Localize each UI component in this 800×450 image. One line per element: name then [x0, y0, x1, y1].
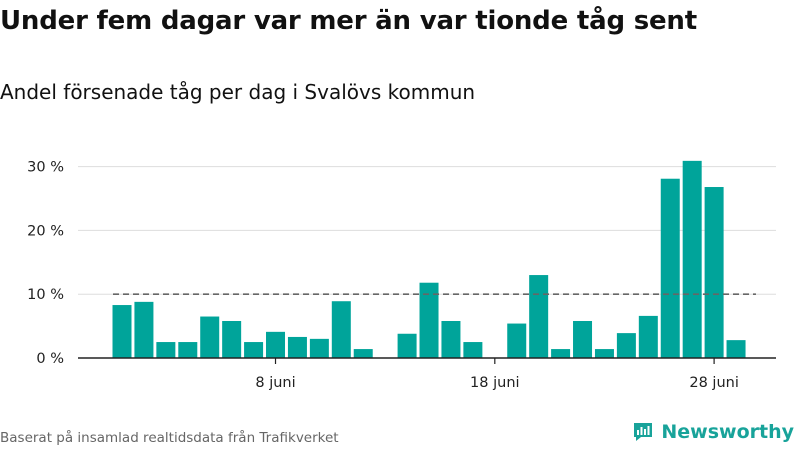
- y-tick-label: 30 %: [27, 160, 64, 176]
- bar: [200, 316, 220, 358]
- bar: [529, 275, 549, 358]
- bar: [682, 160, 702, 358]
- bar: [573, 320, 593, 358]
- bar: [660, 178, 680, 358]
- bar: [287, 336, 307, 358]
- bar: [638, 315, 658, 358]
- y-tick-label: 20 %: [27, 223, 64, 239]
- bar: [726, 340, 746, 358]
- y-tick-label: 10 %: [27, 287, 64, 303]
- source-note: Baserat på insamlad realtidsdata från Tr…: [0, 430, 339, 446]
- bar: [112, 305, 132, 358]
- x-tick-label: 8 juni: [255, 375, 295, 391]
- bar: [441, 320, 461, 358]
- y-tick-label: 0 %: [36, 351, 64, 367]
- bar-chart: 0 % 10 % 20 % 30 % 8 juni 18 juni 28 juni: [27, 160, 776, 391]
- bar: [463, 342, 483, 358]
- brand-logo[interactable]: Newsworthy: [631, 420, 794, 444]
- bar: [222, 320, 242, 358]
- newsworthy-logo-icon: [634, 423, 653, 441]
- x-tick-label: 18 juni: [470, 375, 520, 391]
- bar: [266, 331, 286, 358]
- bar: [353, 349, 373, 358]
- bar: [507, 323, 527, 358]
- bar: [397, 333, 417, 358]
- bar: [134, 301, 154, 358]
- chart-subtitle: Andel försenade tåg per dag i Svalövs ko…: [0, 80, 476, 104]
- chart-title: Under fem dagar var mer än var tionde tå…: [0, 6, 697, 36]
- bar: [309, 338, 329, 358]
- bar: [331, 301, 351, 358]
- bar: [594, 349, 614, 358]
- brand-name: Newsworthy: [661, 421, 794, 443]
- x-tick-label: 28 juni: [689, 375, 739, 391]
- bar: [616, 333, 636, 358]
- bar: [156, 342, 176, 358]
- bar: [419, 282, 439, 358]
- bar: [178, 342, 198, 358]
- bar: [551, 349, 571, 358]
- bar: [244, 342, 264, 358]
- bar: [704, 187, 724, 358]
